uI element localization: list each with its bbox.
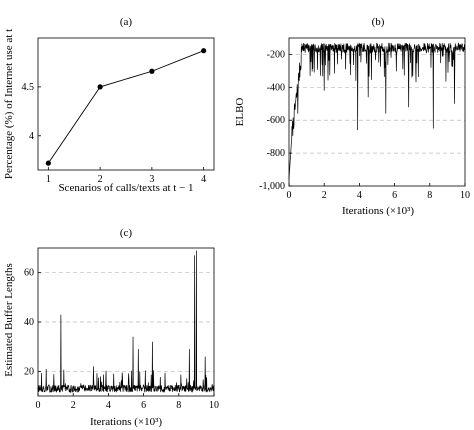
panel-c-xtick-label: 10 bbox=[209, 400, 219, 411]
panel-a-ytick-label: 4 bbox=[29, 131, 34, 142]
panel-b-ylabel: ELBO bbox=[234, 98, 246, 127]
panel-c-ticks: 0 2 4 6 8 10 20 40 60 bbox=[24, 268, 219, 411]
panel-a-xtick-label: 2 bbox=[98, 174, 103, 185]
panel-b-ytick-label: -200 bbox=[267, 49, 285, 60]
panel-c-ytick-label: 40 bbox=[24, 317, 34, 328]
panel-b-grid bbox=[289, 54, 465, 154]
panel-c-xtick-label: 6 bbox=[141, 400, 146, 411]
panel-c-ytick-label: 20 bbox=[24, 366, 34, 377]
panel-c-ytick-label: 60 bbox=[24, 268, 34, 279]
panel-b-xtick-label: 10 bbox=[460, 190, 470, 201]
panel-a-xtick-label: 3 bbox=[149, 174, 154, 185]
panel-a-xtick-label: 1 bbox=[46, 174, 51, 185]
panel-c-xtick-label: 4 bbox=[106, 400, 111, 411]
panel-b-title: (b) bbox=[372, 16, 385, 28]
panel-b-ytick-label: -400 bbox=[267, 82, 285, 93]
panel-a-point bbox=[97, 84, 103, 90]
panel-a-xtick-label: 4 bbox=[201, 174, 206, 185]
panel-b-series-line bbox=[288, 42, 466, 180]
panel-a-points bbox=[45, 48, 207, 166]
panel-a-point bbox=[45, 160, 51, 166]
panel-b-xtick-label: 2 bbox=[322, 190, 327, 201]
panel-c-ylabel: Estimated Buffer Lengths bbox=[3, 263, 15, 376]
panel-a: (a) 1 2 3 4 4 4.5 Scenarios of calls/texts at… bbox=[3, 16, 215, 194]
panel-b-xtick-label: 6 bbox=[392, 190, 397, 201]
panel-a-xlabel: Scenarios of calls/texts at t − 1 bbox=[58, 182, 193, 194]
panel-b-ytick-label: -800 bbox=[267, 148, 285, 159]
panel-b: (b) 0 2 4 6 8 10 -1,000 -800 -600 -400 -200 Iterat… bbox=[234, 16, 470, 217]
panel-a-ytick-label: 4.5 bbox=[22, 82, 35, 93]
panel-a-ticks: 1 2 3 4 4 4.5 bbox=[22, 82, 207, 185]
panel-c-xlabel: Iterations (×10³) bbox=[90, 416, 162, 428]
panel-b-ytick-label: -600 bbox=[267, 115, 285, 126]
panel-c-xtick-label: 8 bbox=[176, 400, 181, 411]
panel-b-frame bbox=[288, 37, 466, 187]
panel-b-xtick-label: 4 bbox=[357, 190, 362, 201]
panel-c-series-line bbox=[37, 250, 215, 393]
panel-b-ticks: 0 2 4 6 8 10 -1,000 -800 -600 -400 -200 bbox=[259, 49, 470, 201]
panel-b-xlabel: Iterations (×10³) bbox=[342, 205, 414, 217]
panel-b-ytick-label: -1,000 bbox=[259, 181, 285, 192]
panel-c: (c) 0 2 4 6 8 10 20 40 60 Iterations (×10³) Esti… bbox=[3, 227, 219, 428]
panel-c-title: (c) bbox=[120, 227, 133, 239]
panel-a-series-line bbox=[47, 50, 204, 164]
panel-b-xtick-label: 0 bbox=[287, 190, 292, 201]
panel-c-xtick-label: 2 bbox=[71, 400, 76, 411]
panel-a-title: (a) bbox=[120, 16, 133, 28]
panel-b-xtick-label: 8 bbox=[427, 190, 432, 201]
panel-a-ylabel: Percentage (%) of Internet use at t bbox=[3, 29, 15, 179]
panel-c-xtick-label: 0 bbox=[36, 400, 41, 411]
panel-a-point bbox=[201, 48, 207, 54]
panel-a-frame bbox=[37, 37, 215, 171]
panel-c-grid bbox=[38, 272, 214, 372]
panel-a-point bbox=[149, 68, 155, 74]
